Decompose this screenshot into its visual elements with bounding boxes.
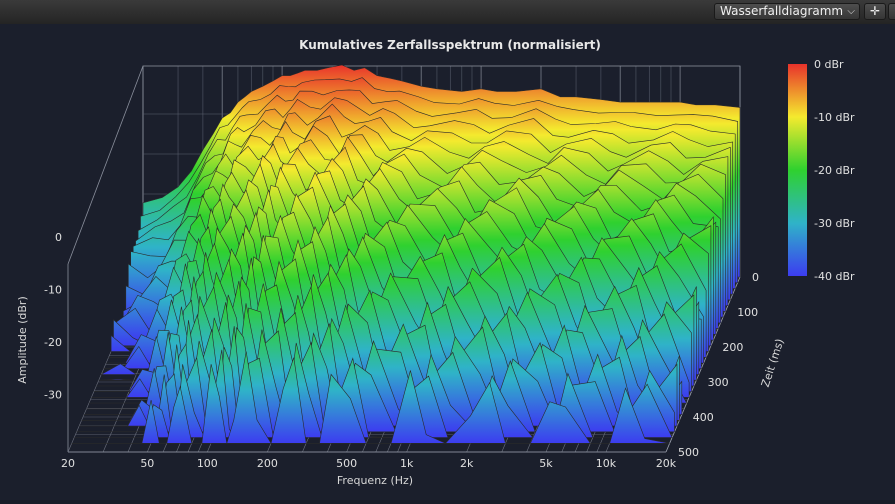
floor-right-edge — [665, 276, 741, 453]
x-tick-label: 500 — [336, 457, 357, 470]
z-tick-label: 100 — [737, 306, 758, 319]
x-axis-label: Frequenz (Hz) — [337, 474, 413, 487]
x-tick-label: 20 — [61, 457, 75, 470]
x-tick-label: 200 — [257, 457, 278, 470]
chart-title: Kumulatives Zerfallsspektrum (normalisie… — [299, 38, 601, 52]
decay-slices — [71, 64, 741, 445]
y-tick-label: -30 — [44, 389, 62, 402]
x-tick-label: 2k — [460, 457, 474, 470]
view-select[interactable]: Wasserfalldiagramm ⌵ — [714, 3, 860, 20]
z-tick-label: 500 — [678, 446, 699, 459]
z-tick-label: 0 — [752, 271, 759, 284]
x-tick-label: 5k — [539, 457, 553, 470]
z-tick-label: 400 — [693, 411, 714, 424]
z-tick-label: 300 — [708, 376, 729, 389]
y-axis-label: Amplitude (dBr) — [16, 296, 29, 384]
axes: 0 -10 -20 -30 20 50 100 200 500 1k 2k 5k 10k 20k 0 100 2… — [44, 231, 759, 470]
x-tick-label: 100 — [197, 457, 218, 470]
x-tick-label: 1k — [400, 457, 414, 470]
x-tick-label: 10k — [596, 457, 617, 470]
colorbar-label: -40 dBr — [814, 270, 855, 283]
colorbar: 0 dBr -10 dBr -20 dBr -30 dBr -40 dBr — [788, 58, 855, 283]
move-arrows-icon[interactable]: ✛ — [864, 3, 886, 20]
colorbar-label: -30 dBr — [814, 217, 855, 230]
y-tick-label: -10 — [44, 284, 62, 297]
plot-area: Kumulatives Zerfallsspektrum (normalisie… — [0, 24, 895, 500]
colorbar-gradient — [788, 64, 807, 276]
decay-slice — [71, 351, 670, 445]
x-tick-label: 50 — [140, 457, 154, 470]
z-axis-label: Zeit (ms) — [759, 337, 787, 389]
colorbar-label: -10 dBr — [814, 111, 855, 124]
side-wall-edge — [67, 65, 144, 265]
view-select-value: Wasserfalldiagramm — [720, 4, 844, 18]
colorbar-label: -20 dBr — [814, 164, 855, 177]
chevron-down-icon: ⌵ — [847, 6, 855, 17]
toolbar: Wasserfalldiagramm ⌵ ✛ — [0, 0, 895, 25]
decay-slice-surface — [71, 351, 670, 445]
overflow-button[interactable] — [888, 3, 895, 20]
waterfall-chart: Kumulatives Zerfallsspektrum (normalisie… — [16, 38, 855, 487]
y-tick-label: 0 — [55, 231, 62, 244]
z-tick-label: 200 — [722, 341, 743, 354]
x-tick-label: 20k — [656, 457, 677, 470]
y-tick-label: -20 — [44, 336, 62, 349]
colorbar-label: 0 dBr — [814, 58, 844, 71]
